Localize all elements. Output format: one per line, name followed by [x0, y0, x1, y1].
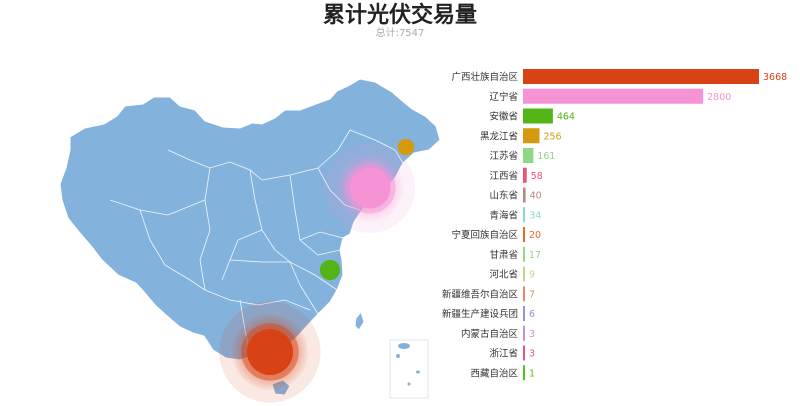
- inset-island-1: [396, 354, 400, 358]
- value-label: 58: [531, 171, 543, 182]
- category-label: 山东省: [489, 190, 518, 202]
- bar[interactable]: [523, 365, 525, 381]
- value-label: 3: [529, 329, 535, 340]
- bar[interactable]: [523, 246, 525, 262]
- category-label: 甘肃省: [489, 249, 518, 261]
- value-label: 2800: [707, 92, 731, 103]
- category-label: 浙江省: [489, 348, 518, 360]
- chart-subtitle: 总计:7547: [375, 28, 425, 39]
- bar[interactable]: [523, 167, 527, 183]
- category-label: 西藏自治区: [470, 367, 518, 379]
- category-label: 内蒙古自治区: [461, 328, 519, 340]
- map-bubble[interactable]: [319, 259, 341, 281]
- value-label: 7: [529, 289, 535, 300]
- bar[interactable]: [523, 227, 525, 242]
- map-bubble[interactable]: [247, 329, 293, 375]
- chart-title: 累计光伏交易量: [322, 3, 477, 28]
- bar[interactable]: [523, 207, 526, 223]
- value-label: 6: [529, 309, 535, 320]
- map-bubbles: [219, 138, 416, 403]
- bar[interactable]: [523, 286, 525, 302]
- bar[interactable]: [523, 345, 525, 361]
- value-label: 161: [537, 151, 555, 162]
- category-label: 新疆生产建设兵团: [442, 308, 518, 320]
- bar[interactable]: [523, 325, 525, 341]
- category-label: 青海省: [489, 209, 518, 221]
- category-label: 宁夏回族自治区: [451, 229, 518, 241]
- value-label: 464: [557, 112, 575, 123]
- bar[interactable]: [523, 306, 525, 321]
- south-sea-islands: [396, 343, 420, 386]
- category-label: 安徽省: [489, 111, 518, 123]
- inset-island-3: [407, 382, 411, 386]
- category-label: 辽宁省: [489, 91, 518, 103]
- category-label: 江西省: [489, 170, 518, 182]
- value-label: 17: [529, 250, 541, 261]
- province-borders: [109, 129, 404, 356]
- value-label: 34: [529, 210, 541, 221]
- category-label: 江苏省: [489, 150, 518, 162]
- category-label: 新疆维吾尔自治区: [442, 288, 519, 300]
- map-bubble[interactable]: [397, 138, 415, 156]
- bar[interactable]: [523, 187, 526, 203]
- value-label: 9: [529, 270, 535, 281]
- value-label: 20: [529, 230, 541, 241]
- taiwan-island-shape: [354, 310, 365, 331]
- bar[interactable]: [523, 69, 759, 84]
- category-label: 河北省: [489, 269, 518, 281]
- inset-island-0: [398, 343, 410, 349]
- bar[interactable]: [523, 148, 534, 163]
- bar[interactable]: [523, 128, 540, 144]
- bar[interactable]: [523, 266, 525, 282]
- value-label: 256: [543, 131, 561, 142]
- category-label: 黑龙江省: [480, 130, 518, 142]
- value-label: 40: [530, 191, 542, 202]
- category-label: 广西壮族自治区: [451, 71, 518, 83]
- value-label: 1: [529, 368, 535, 379]
- value-label: 3: [529, 349, 535, 360]
- bar[interactable]: [523, 88, 704, 104]
- bar-chart: 广西壮族自治区 3668 辽宁省 2800 安徽省 464 黑龙江省 256 江苏省 161 江西省…: [442, 69, 787, 381]
- value-label: 3668: [763, 72, 787, 83]
- south-sea-inset-frame: [389, 339, 429, 399]
- inset-island-2: [416, 370, 420, 374]
- map-bubble[interactable]: [349, 167, 391, 209]
- bar[interactable]: [523, 108, 553, 124]
